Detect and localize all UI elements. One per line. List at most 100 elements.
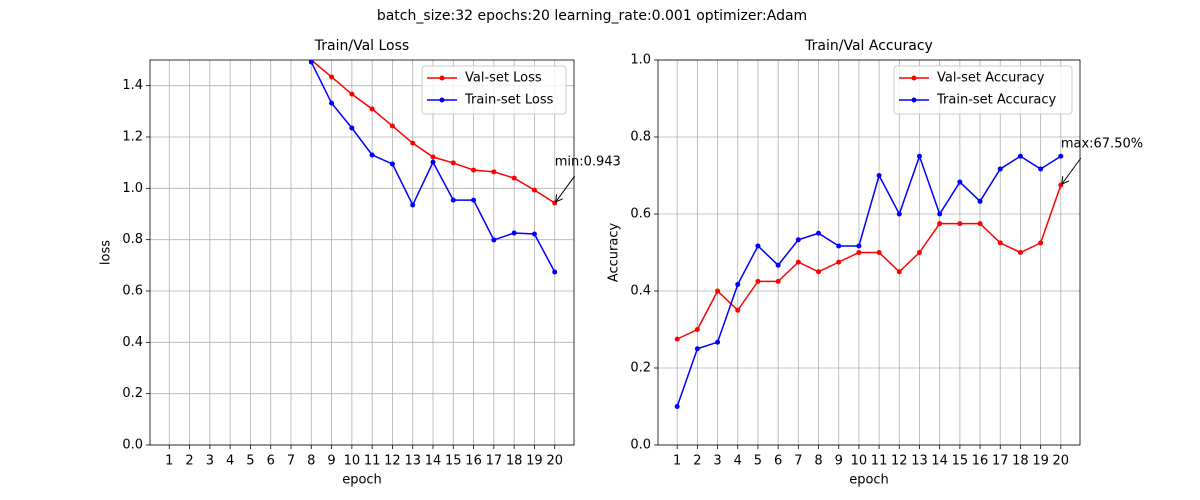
x-tick-label: 15 [952,454,969,469]
data-point [349,125,355,131]
data-point [694,346,700,352]
data-point [977,221,983,227]
data-point [836,259,842,265]
data-point [308,60,314,65]
legend-marker [911,97,917,103]
data-point [775,262,781,268]
data-point [369,106,375,112]
y-tick-label: 1.4 [122,78,143,93]
x-tick-label: 15 [445,454,462,469]
data-point [511,230,517,236]
x-tick-label: 5 [246,454,254,469]
x-tick-label: 6 [267,454,275,469]
y-tick-label: 0.8 [122,232,143,247]
y-tick-label: 0.6 [630,207,651,222]
y-tick-label: 0.4 [630,284,651,299]
data-point [795,237,801,243]
data-point [674,336,680,342]
legend-marker [439,75,445,81]
data-point [957,221,963,227]
data-point [997,240,1003,246]
annotation-text: min:0.943 [555,154,621,169]
x-tick-label: 14 [425,454,442,469]
data-point [795,259,801,265]
y-tick-label: 1.2 [122,130,143,145]
x-tick-label: 16 [465,454,482,469]
data-point [836,243,842,249]
data-point [977,198,983,204]
x-tick-label: 11 [871,454,888,469]
data-point [1017,250,1023,255]
legend-box [893,65,1073,115]
data-point [816,269,822,275]
x-tick-label: 14 [931,454,948,469]
plot-frame [149,59,575,446]
data-point [531,231,537,237]
data-point [511,175,517,181]
data-point [775,278,781,284]
data-point [876,173,882,178]
x-tick-label: 12 [384,454,401,469]
x-tick-label: 2 [185,454,193,469]
data-point [410,202,416,208]
data-point [471,197,477,203]
y-tick-label: 0.8 [630,130,651,145]
x-tick-label: 12 [891,454,908,469]
x-tick-label: 18 [1012,454,1029,469]
data-point [997,166,1003,172]
data-point [430,154,436,160]
x-tick-label: 6 [774,454,782,469]
x-tick-label: 20 [1053,454,1070,469]
data-point [735,281,741,287]
x-tick-label: 4 [734,454,742,469]
y-tick-label: 0.0 [630,438,651,453]
x-tick-label: 3 [206,454,214,469]
x-tick-label: 7 [794,454,802,469]
x-tick-label: 18 [506,454,523,469]
x-tick-label: 8 [814,454,822,469]
x-tick-label: 17 [486,454,503,469]
x-tick-label: 20 [546,454,563,469]
subplot-title: Train/Val Accuracy [804,38,933,54]
x-tick-label: 13 [911,454,928,469]
x-tick-label: 3 [713,454,721,469]
legend-label: Val-set Loss [465,71,542,86]
legend-marker [911,75,917,81]
legend-label: Val-set Accuracy [937,71,1045,86]
data-point [896,269,902,275]
data-point [471,167,477,173]
data-point [876,250,882,255]
data-point [816,230,822,236]
x-tick-label: 17 [992,454,1009,469]
x-axis-label: epoch [849,473,889,488]
x-tick-label: 1 [673,454,681,469]
data-point [735,307,741,313]
data-point [349,91,355,97]
subplot-title: Train/Val Loss [314,38,409,54]
data-point [389,123,395,129]
x-tick-label: 10 [851,454,868,469]
y-tick-label: 1.0 [630,53,651,68]
data-point [755,278,761,284]
x-tick-label: 1 [165,454,173,469]
annotation-text: max:67.50% [1061,137,1143,152]
legend-label: Train-set Loss [464,93,554,108]
legend: Val-set Loss Train-set Loss [421,65,567,115]
data-point [715,339,721,345]
y-tick-label: 1.0 [122,181,143,196]
data-point [694,327,700,332]
data-point [957,179,963,185]
data-point [674,404,680,409]
x-tick-label: 5 [754,454,762,469]
x-axis-label: epoch [342,473,382,488]
data-point [491,237,497,243]
data-point [1038,166,1044,172]
series-line [676,184,1062,340]
data-point [1038,240,1044,246]
data-point [450,197,456,203]
data-point [491,169,497,175]
x-tick-label: 8 [307,454,315,469]
data-point [410,140,416,146]
